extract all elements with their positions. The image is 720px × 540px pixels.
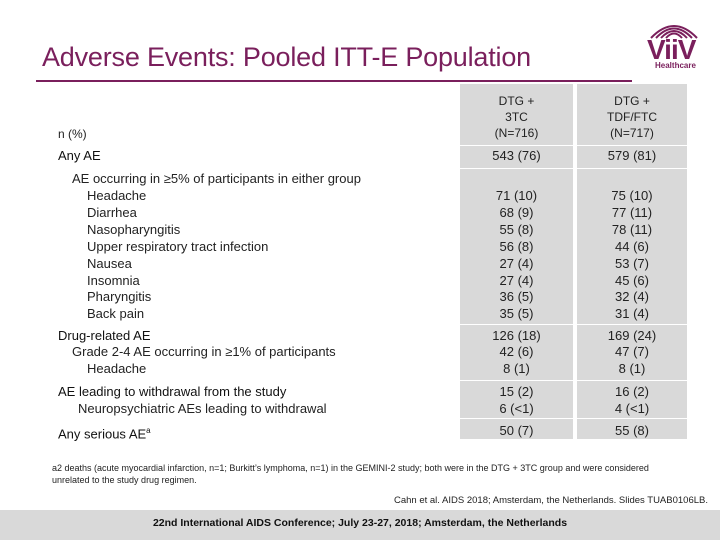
common-ae-cell-dtg-3tc: 35 (5) (499, 306, 534, 321)
common-ae-cell-dtg-3tc: 27 (4) (499, 273, 534, 288)
column-header-line2: 3TC (505, 110, 528, 124)
cell-drug-related-headache-dtg-3tc: 8 (1) (503, 361, 530, 376)
row-separator (52, 168, 687, 169)
common-ae-cell-dtg-3tc: 36 (5) (499, 289, 534, 304)
common-ae-cell-dtg-tdf-ftc: 53 (7) (615, 256, 649, 271)
row-separator (52, 418, 687, 419)
column-header-line1: DTG + (498, 94, 535, 108)
common-ae-cell-dtg-3tc: 68 (9) (499, 205, 534, 220)
common-ae-label: Nasopharyngitis (87, 222, 181, 237)
row-label-neuropsychiatric-withdrawal: Neuropsychiatric AEs leading to withdraw… (78, 401, 327, 416)
cell-grade-2-4-dtg-3tc: 42 (6) (499, 344, 534, 359)
column-band-dtg-3tc (460, 84, 573, 439)
cell-withdrawal-dtg-3tc: 15 (2) (499, 384, 534, 399)
column-header-dtg-tdf-ftc: DTG + TDF/FTC (N=717) (577, 93, 687, 141)
cell-drug-related-dtg-tdf-ftc: 169 (24) (607, 328, 657, 343)
logo-brand: ViiV (647, 34, 696, 65)
common-ae-cell-dtg-tdf-ftc: 31 (4) (615, 306, 649, 321)
common-ae-label: Diarrhea (87, 205, 137, 220)
common-ae-label: Insomnia (87, 273, 140, 288)
cell-grade-2-4-dtg-tdf-ftc: 47 (7) (615, 344, 649, 359)
cell-drug-related-headache-dtg-tdf-ftc: 8 (1) (618, 361, 646, 376)
title-divider (36, 80, 632, 82)
row-label-drug-related-ae: Drug-related AE (58, 328, 151, 343)
row-header-n-percent: n (%) (58, 127, 87, 141)
cell-serious-dtg-tdf-ftc: 55 (8) (615, 423, 649, 438)
cell-neuropsychiatric-dtg-tdf-ftc: 4 (<1) (614, 401, 650, 416)
viiv-logo: ViiV Healthcare (643, 14, 705, 72)
common-ae-cell-dtg-tdf-ftc: 44 (6) (615, 239, 649, 254)
common-ae-cell-dtg-tdf-ftc: 75 (10) (611, 188, 653, 203)
column-header-line3: (N=716) (494, 126, 539, 140)
row-separator (52, 324, 687, 325)
footer-conference: 22nd International AIDS Conference; July… (152, 517, 568, 529)
row-label-drug-related-headache: Headache (87, 361, 147, 376)
common-ae-cell-dtg-3tc: 71 (10) (495, 188, 538, 203)
common-ae-label: Nausea (87, 256, 132, 271)
common-ae-label: Upper respiratory tract infection (87, 239, 269, 254)
logo-arcs-icon (650, 25, 698, 39)
column-band-dtg-tdf-ftc (577, 84, 687, 439)
logo-sub: Healthcare (655, 61, 696, 70)
common-ae-cell-dtg-tdf-ftc: 78 (11) (611, 222, 653, 237)
cell-any-ae-dtg-tdf-ftc: 579 (81) (607, 148, 657, 163)
citation: Cahn et al. AIDS 2018; Amsterdam, the Ne… (393, 495, 708, 506)
row-separator (52, 380, 687, 381)
row-separator (52, 145, 687, 146)
cell-any-ae-dtg-3tc: 543 (76) (492, 148, 541, 163)
common-ae-cell-dtg-3tc: 56 (8) (499, 239, 534, 254)
column-header-dtg-3tc: DTG + 3TC (N=716) (460, 93, 573, 141)
common-ae-cell-dtg-tdf-ftc: 32 (4) (615, 289, 649, 304)
cell-serious-dtg-3tc: 50 (7) (499, 423, 534, 438)
column-header-line1: DTG + (614, 94, 650, 108)
common-ae-cell-dtg-3tc: 55 (8) (499, 222, 534, 237)
common-ae-label: Back pain (87, 306, 145, 321)
cell-neuropsychiatric-dtg-3tc: 6 (<1) (499, 401, 534, 416)
footnote: a2 deaths (acute myocardial infarction, … (52, 463, 649, 485)
serious-ae-text: Any serious AE (58, 426, 147, 442)
cell-drug-related-dtg-3tc: 126 (18) (492, 328, 541, 343)
row-label-withdrawal: AE leading to withdrawal from the study (58, 384, 287, 399)
row-label-any-ae: Any AE (58, 148, 101, 163)
row-label-grade-2-4-ae: Grade 2-4 AE occurring in ≥1% of partici… (72, 344, 336, 359)
common-ae-label: Pharyngitis (87, 289, 152, 304)
row-label-serious-ae: Any serious AEa (58, 422, 151, 442)
column-header-line3: (N=717) (610, 126, 654, 140)
serious-ae-footnote-marker: a (146, 426, 151, 435)
section-label-common-ae: AE occurring in ≥5% of participants in e… (72, 171, 361, 186)
common-ae-label: Headache (87, 188, 147, 203)
footer-bar (0, 510, 720, 540)
slide-title: Adverse Events: Pooled ITT-E Population (42, 42, 531, 72)
common-ae-cell-dtg-tdf-ftc: 45 (6) (615, 273, 649, 288)
column-header-line2: TDF/FTC (607, 110, 657, 124)
common-ae-cell-dtg-3tc: 27 (4) (499, 256, 534, 271)
common-ae-cell-dtg-tdf-ftc: 77 (11) (611, 205, 653, 220)
cell-withdrawal-dtg-tdf-ftc: 16 (2) (615, 384, 649, 399)
